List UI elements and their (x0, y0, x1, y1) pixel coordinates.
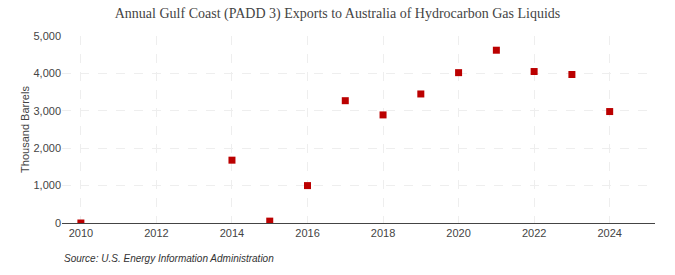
svg-text:Thousand Barrels: Thousand Barrels (19, 86, 31, 173)
svg-text:2012: 2012 (144, 227, 168, 239)
svg-text:0: 0 (55, 217, 61, 229)
svg-text:3,000: 3,000 (33, 105, 61, 117)
svg-text:2018: 2018 (371, 227, 395, 239)
svg-text:2024: 2024 (597, 227, 621, 239)
svg-text:Source: U.S. Energy Informatio: Source: U.S. Energy Information Administ… (64, 253, 274, 264)
svg-text:2016: 2016 (295, 227, 319, 239)
svg-text:2,000: 2,000 (33, 142, 61, 154)
svg-text:Annual Gulf Coast (PADD 3) Exp: Annual Gulf Coast (PADD 3) Exports to Au… (115, 6, 560, 22)
svg-text:5,000: 5,000 (33, 30, 61, 42)
svg-text:4,000: 4,000 (33, 67, 61, 79)
svg-text:2020: 2020 (446, 227, 470, 239)
svg-text:2022: 2022 (522, 227, 546, 239)
svg-text:2010: 2010 (69, 227, 93, 239)
svg-text:2014: 2014 (220, 227, 244, 239)
svg-text:1,000: 1,000 (33, 179, 61, 191)
